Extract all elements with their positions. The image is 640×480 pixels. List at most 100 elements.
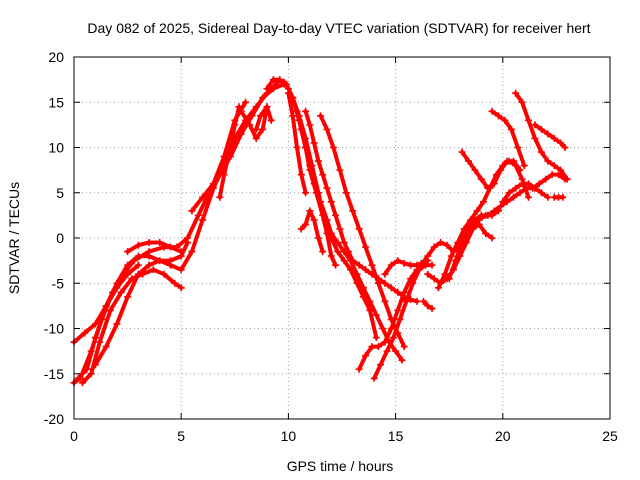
data-point [499, 198, 507, 206]
x-axis-label: GPS time / hours [287, 458, 394, 474]
data-point [417, 261, 425, 269]
data-point [387, 284, 395, 292]
data-point [319, 211, 327, 219]
data-point [269, 76, 277, 84]
data-point [488, 234, 496, 242]
data-point [458, 239, 466, 247]
data-point [490, 207, 498, 215]
x-tick-label: 15 [388, 428, 404, 444]
y-tick-label: 15 [48, 94, 64, 110]
data-point [355, 225, 363, 233]
data-point [317, 112, 325, 120]
data-point [184, 239, 192, 247]
data-point [312, 189, 320, 197]
data-point [495, 112, 503, 120]
data-point [512, 184, 520, 192]
data-point [293, 144, 301, 151]
data-point [284, 89, 292, 97]
data-point [548, 171, 556, 179]
series-trace-10 [252, 103, 275, 133]
data-point [336, 225, 344, 233]
series-trace-04 [70, 261, 142, 346]
data-point [443, 241, 451, 249]
y-tick-label: 20 [48, 49, 64, 65]
data-point [310, 216, 318, 224]
data-point [531, 184, 539, 192]
data-point [531, 121, 539, 129]
data-point [177, 248, 185, 256]
data-point [359, 284, 367, 292]
data-point [252, 134, 260, 142]
data-point [297, 225, 305, 233]
data-point [74, 374, 82, 382]
data-point [349, 257, 357, 265]
series-trace [93, 240, 190, 367]
data-point [145, 261, 153, 269]
data-point [396, 315, 404, 323]
data-point [280, 78, 288, 86]
data-point [267, 116, 275, 124]
series-trace-05 [91, 239, 192, 369]
data-point [355, 261, 363, 269]
data-point [113, 284, 121, 292]
data-point [259, 125, 267, 133]
data-point [91, 320, 99, 328]
data-point [102, 343, 110, 351]
data-point [237, 107, 245, 115]
data-point [419, 297, 427, 305]
data-point [362, 266, 370, 274]
data-point [392, 347, 400, 355]
data-point [336, 166, 344, 174]
series-trace-03 [79, 266, 185, 387]
data-point [302, 220, 310, 228]
data-point [246, 121, 254, 129]
data-point [516, 189, 524, 197]
data-point [379, 325, 387, 332]
data-point [102, 302, 110, 310]
data-point [79, 379, 87, 387]
data-point [424, 252, 432, 260]
data-point [400, 259, 408, 267]
data-point [302, 144, 310, 151]
data-point [490, 180, 498, 188]
data-point [555, 171, 563, 179]
data-point [297, 171, 305, 179]
series-trace-31 [550, 193, 567, 201]
series-trace-15 [297, 207, 327, 256]
data-point [252, 103, 260, 111]
data-point [231, 121, 239, 129]
data-point [557, 139, 565, 147]
data-point [557, 166, 565, 174]
data-point [516, 166, 524, 174]
data-point [544, 130, 552, 138]
y-tick-label: -10 [44, 321, 64, 337]
series-trace-27 [488, 107, 528, 170]
data-point [188, 207, 196, 215]
y-tick-label: 10 [48, 140, 64, 156]
data-point [477, 211, 485, 219]
x-tick-label: 10 [281, 428, 297, 444]
data-point [209, 180, 217, 188]
data-point [145, 239, 153, 247]
data-point [424, 270, 432, 278]
data-point [368, 343, 376, 351]
data-point [497, 202, 505, 210]
data-point [156, 239, 164, 247]
data-point [134, 252, 142, 260]
chart-title: Day 082 of 2025, Sidereal Day-to-day VTE… [87, 20, 590, 36]
data-point [537, 148, 545, 156]
series-trace-28 [512, 89, 571, 183]
data-point [124, 270, 132, 278]
data-point [550, 134, 558, 142]
data-point [387, 325, 395, 332]
data-point [520, 162, 528, 170]
series-trace-26 [458, 148, 524, 192]
data-point [374, 279, 382, 287]
data-point [332, 211, 340, 219]
data-point [166, 243, 174, 251]
data-point [510, 193, 518, 201]
data-point [327, 252, 335, 260]
data-point [430, 275, 438, 283]
data-point [387, 261, 395, 269]
x-tick-label: 0 [70, 428, 78, 444]
